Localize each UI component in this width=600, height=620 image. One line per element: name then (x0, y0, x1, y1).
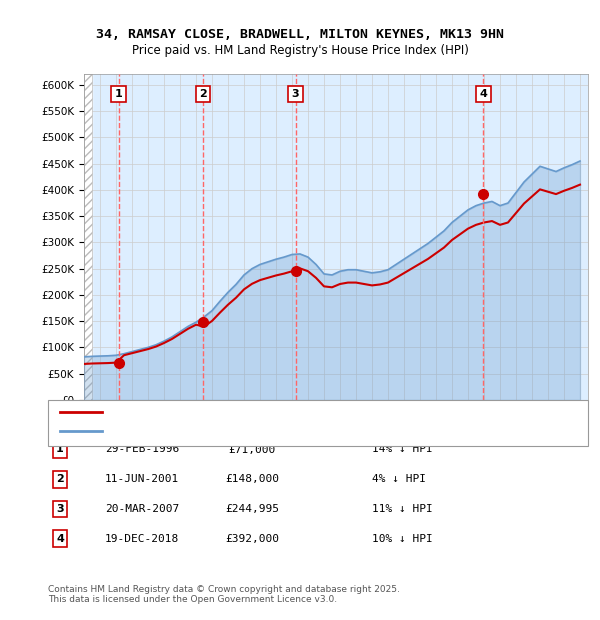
Text: 34, RAMSAY CLOSE, BRADWELL, MILTON KEYNES, MK13 9HN (detached house): 34, RAMSAY CLOSE, BRADWELL, MILTON KEYNE… (108, 407, 492, 417)
Text: 29-FEB-1996: 29-FEB-1996 (105, 445, 179, 454)
Text: 20-MAR-2007: 20-MAR-2007 (105, 504, 179, 514)
Text: £148,000: £148,000 (225, 474, 279, 484)
Text: 14% ↓ HPI: 14% ↓ HPI (372, 445, 433, 454)
Text: 2: 2 (56, 474, 64, 484)
Text: 4: 4 (479, 89, 487, 99)
Text: 10% ↓ HPI: 10% ↓ HPI (372, 534, 433, 544)
Text: Contains HM Land Registry data © Crown copyright and database right 2025.
This d: Contains HM Land Registry data © Crown c… (48, 585, 400, 604)
Text: 3: 3 (56, 504, 64, 514)
Text: HPI: Average price, detached house, Milton Keynes: HPI: Average price, detached house, Milt… (108, 426, 357, 436)
Text: £244,995: £244,995 (225, 504, 279, 514)
Text: 11-JUN-2001: 11-JUN-2001 (105, 474, 179, 484)
Text: 4: 4 (56, 534, 64, 544)
Text: 4% ↓ HPI: 4% ↓ HPI (372, 474, 426, 484)
Bar (84, 74, 92, 400)
Text: 34, RAMSAY CLOSE, BRADWELL, MILTON KEYNES, MK13 9HN: 34, RAMSAY CLOSE, BRADWELL, MILTON KEYNE… (96, 28, 504, 40)
Text: 3: 3 (292, 89, 299, 99)
Text: 1: 1 (56, 445, 64, 454)
Text: 2: 2 (199, 89, 207, 99)
Text: 19-DEC-2018: 19-DEC-2018 (105, 534, 179, 544)
Text: £392,000: £392,000 (225, 534, 279, 544)
Text: £71,000: £71,000 (229, 445, 275, 454)
Text: 11% ↓ HPI: 11% ↓ HPI (372, 504, 433, 514)
Text: 1: 1 (115, 89, 122, 99)
Text: Price paid vs. HM Land Registry's House Price Index (HPI): Price paid vs. HM Land Registry's House … (131, 45, 469, 57)
